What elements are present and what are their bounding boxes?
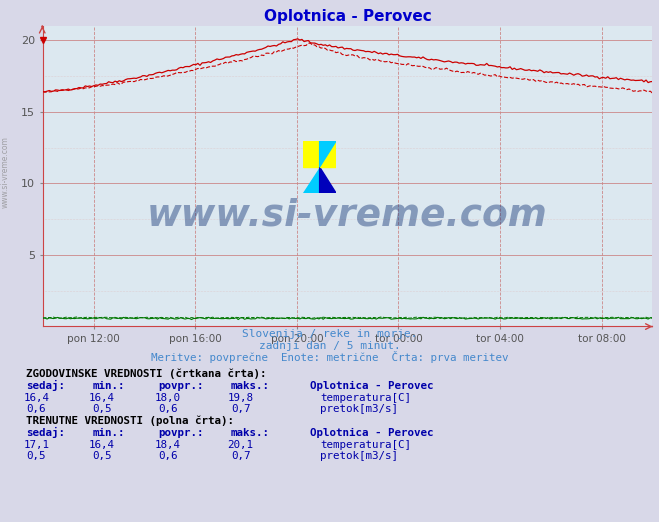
Text: sedaj:: sedaj: bbox=[26, 380, 65, 391]
Text: zadnji dan / 5 minut.: zadnji dan / 5 minut. bbox=[258, 341, 401, 351]
Text: 0,5: 0,5 bbox=[26, 452, 46, 461]
Title: Oplotnica - Perovec: Oplotnica - Perovec bbox=[264, 8, 432, 23]
Text: 19,8: 19,8 bbox=[227, 393, 254, 403]
Text: 0,5: 0,5 bbox=[92, 405, 112, 414]
Text: sedaj:: sedaj: bbox=[26, 427, 65, 438]
Text: pretok[m3/s]: pretok[m3/s] bbox=[320, 405, 398, 414]
Polygon shape bbox=[303, 167, 320, 193]
Polygon shape bbox=[320, 141, 336, 167]
Text: Oplotnica - Perovec: Oplotnica - Perovec bbox=[310, 428, 433, 438]
Text: Oplotnica - Perovec: Oplotnica - Perovec bbox=[310, 381, 433, 391]
Text: 16,4: 16,4 bbox=[89, 393, 115, 403]
Text: www.si-vreme.com: www.si-vreme.com bbox=[147, 197, 548, 233]
Text: temperatura[C]: temperatura[C] bbox=[320, 393, 411, 403]
Text: 0,5: 0,5 bbox=[92, 452, 112, 461]
Text: 0,7: 0,7 bbox=[231, 405, 250, 414]
Text: ZGODOVINSKE VREDNOSTI (črtkana črta):: ZGODOVINSKE VREDNOSTI (črtkana črta): bbox=[26, 369, 267, 379]
Text: maks.:: maks.: bbox=[231, 428, 270, 438]
Text: 20,1: 20,1 bbox=[227, 440, 254, 450]
Bar bbox=[303, 141, 320, 167]
Text: 0,7: 0,7 bbox=[231, 452, 250, 461]
Text: 18,4: 18,4 bbox=[155, 440, 181, 450]
Text: Meritve: povprečne  Enote: metrične  Črta: prva meritev: Meritve: povprečne Enote: metrične Črta:… bbox=[151, 351, 508, 363]
Polygon shape bbox=[320, 141, 336, 167]
Text: 16,4: 16,4 bbox=[89, 440, 115, 450]
Text: 17,1: 17,1 bbox=[23, 440, 49, 450]
Text: 0,6: 0,6 bbox=[158, 405, 178, 414]
Text: povpr.:: povpr.: bbox=[158, 381, 204, 391]
Text: 0,6: 0,6 bbox=[158, 452, 178, 461]
Polygon shape bbox=[320, 167, 336, 193]
Text: min.:: min.: bbox=[92, 428, 125, 438]
Text: Slovenija / reke in morje.: Slovenija / reke in morje. bbox=[242, 329, 417, 339]
Text: temperatura[C]: temperatura[C] bbox=[320, 440, 411, 450]
Text: maks.:: maks.: bbox=[231, 381, 270, 391]
Text: 16,4: 16,4 bbox=[23, 393, 49, 403]
Text: 0,6: 0,6 bbox=[26, 405, 46, 414]
Text: TRENUTNE VREDNOSTI (polna črta):: TRENUTNE VREDNOSTI (polna črta): bbox=[26, 416, 235, 426]
Text: pretok[m3/s]: pretok[m3/s] bbox=[320, 452, 398, 461]
Text: min.:: min.: bbox=[92, 381, 125, 391]
Text: 18,0: 18,0 bbox=[155, 393, 181, 403]
Text: www.si-vreme.com: www.si-vreme.com bbox=[1, 136, 10, 208]
Text: povpr.:: povpr.: bbox=[158, 428, 204, 438]
